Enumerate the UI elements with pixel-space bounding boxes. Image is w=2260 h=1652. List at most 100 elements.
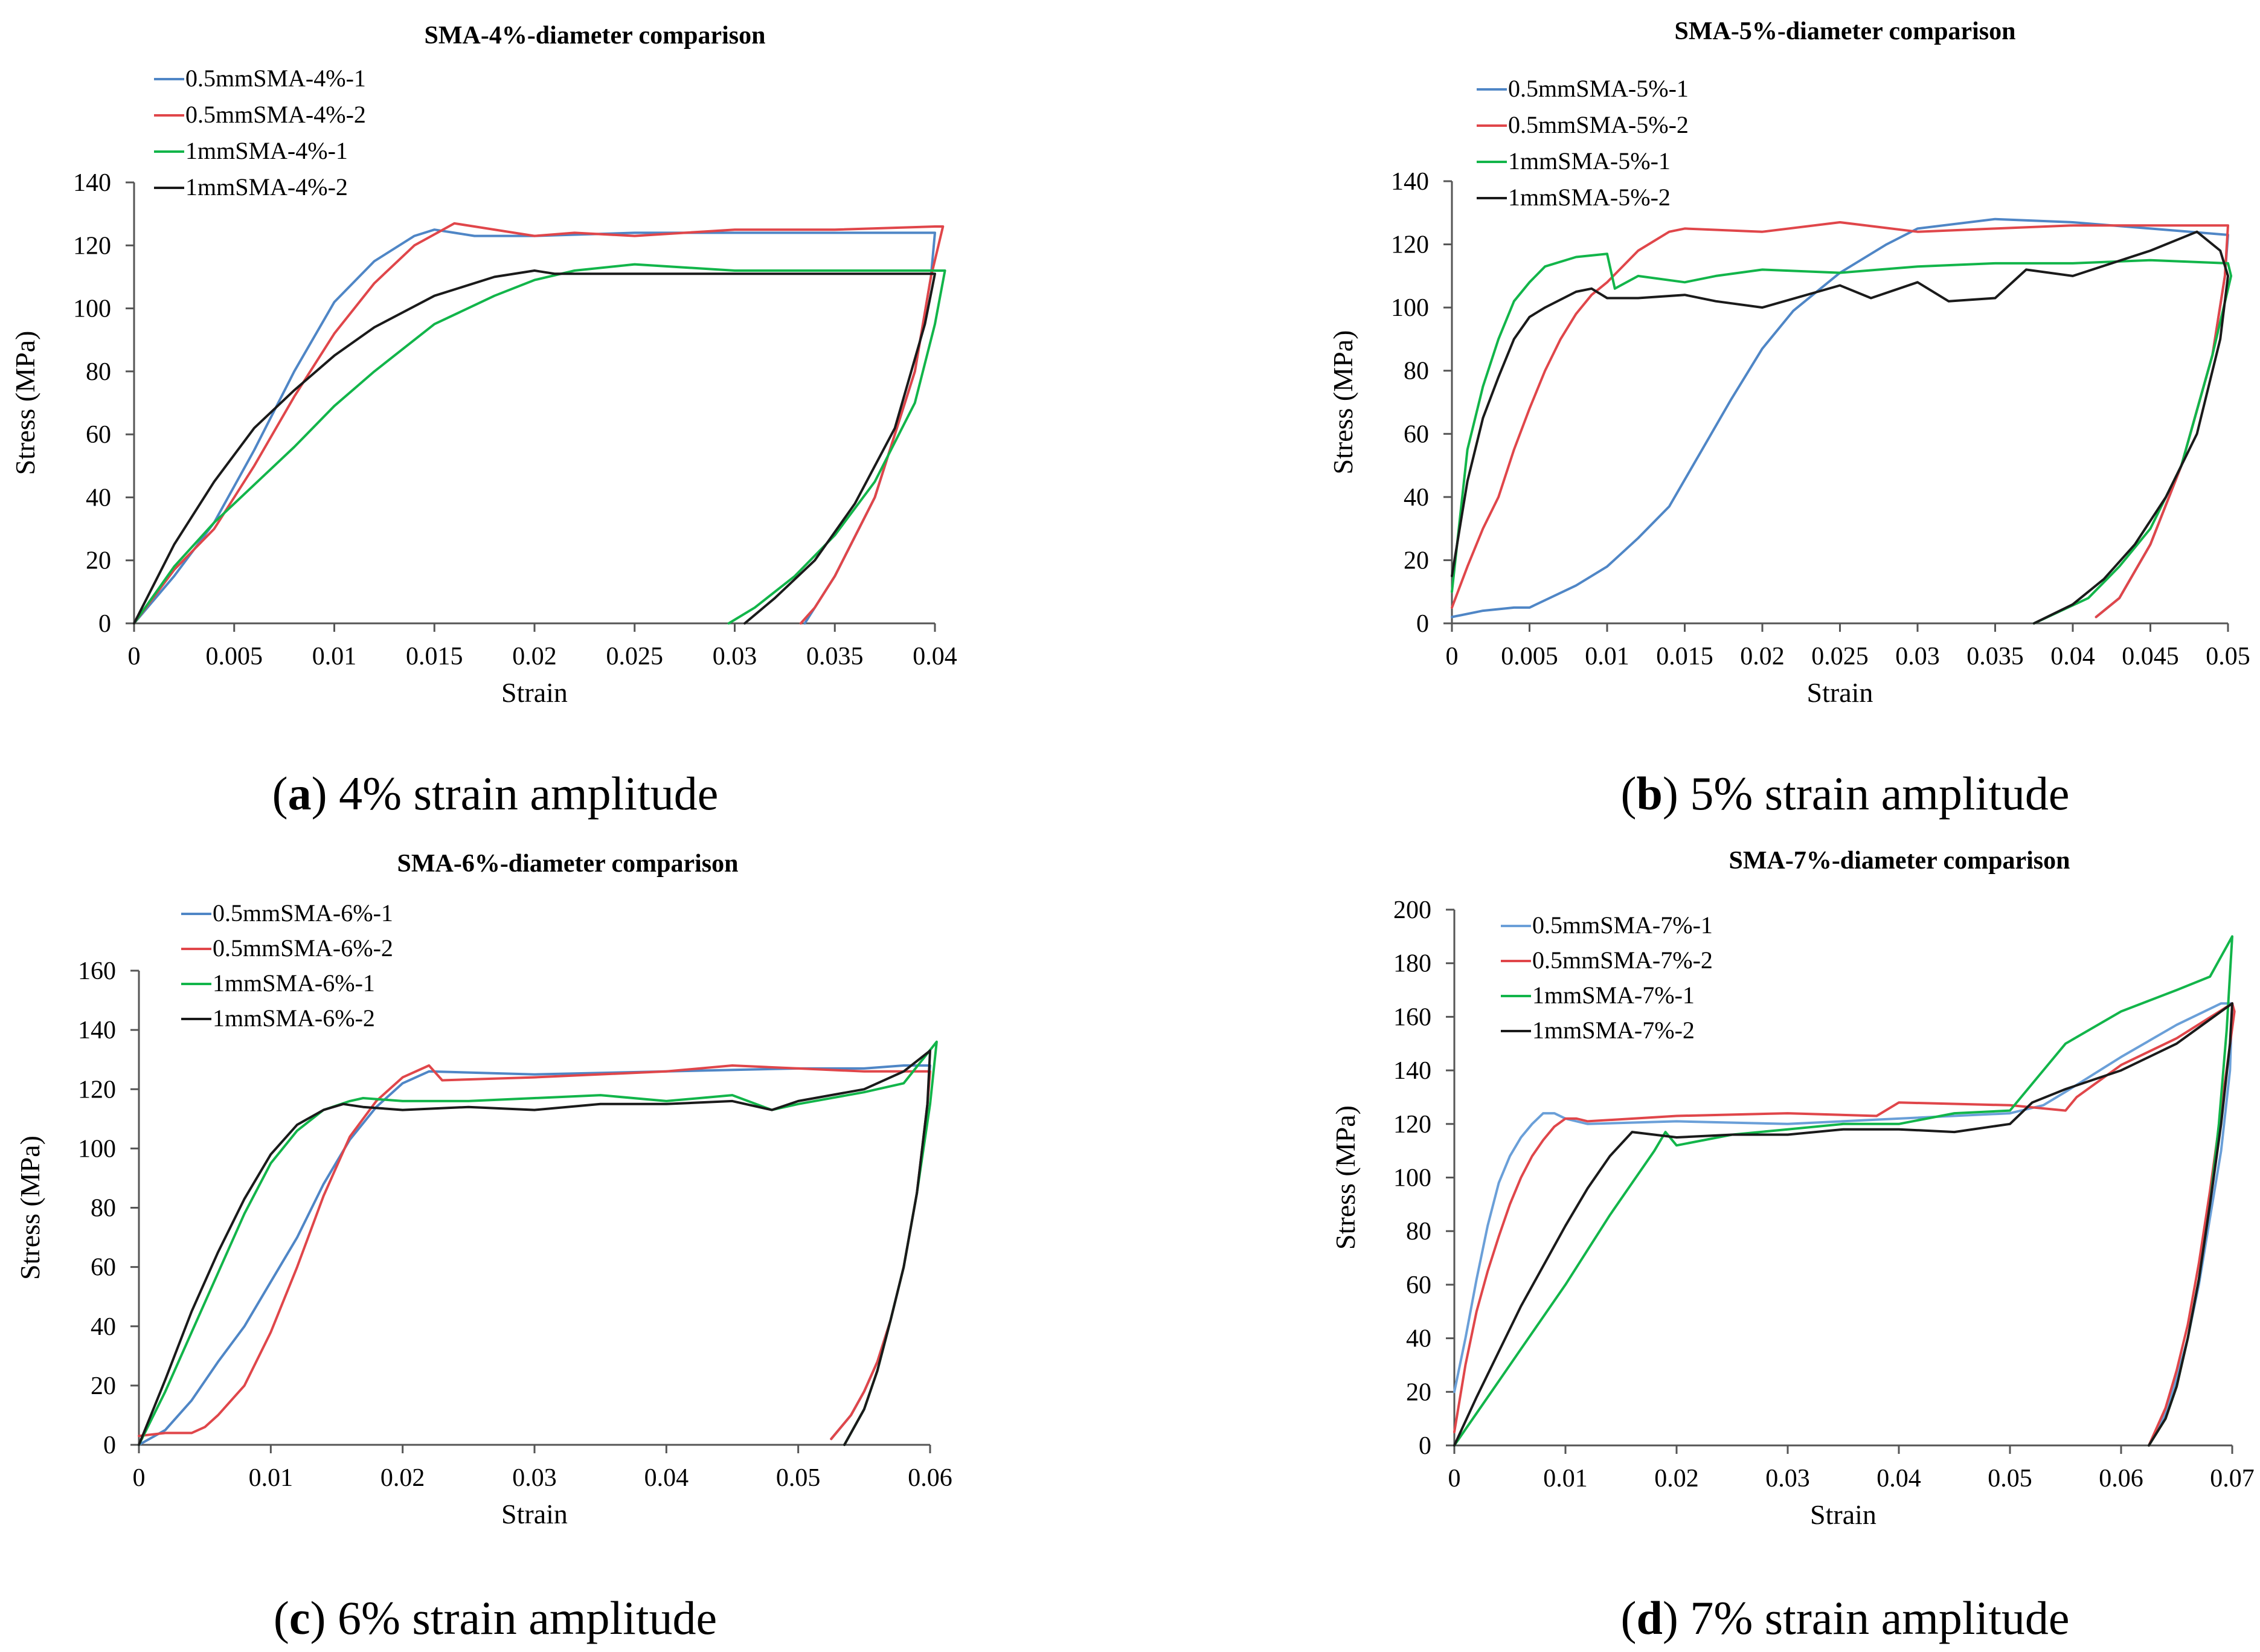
caption-open-paren: ( (1620, 1592, 1636, 1644)
x-tick-label: 0 (1448, 1465, 1461, 1493)
series-line-4 (1453, 1002, 2233, 1447)
x-axis-label: Strain (1810, 1499, 1876, 1530)
y-tick-label: 60 (86, 421, 111, 449)
x-tick-label: 0.005 (1501, 643, 1558, 670)
x-tick-label: 0.06 (2099, 1465, 2143, 1493)
x-tick-label: 0.03 (512, 1464, 557, 1492)
x-tick-label: 0.045 (2122, 643, 2179, 670)
legend-label: 1mmSMA-6%-1 (213, 969, 375, 997)
chart-panel-c: SMA-6%-diameter comparison 0 20 40 60 80 100 12… (14, 850, 952, 1644)
series-line-1 (1451, 217, 2229, 619)
legend-label: 1mmSMA-6%-2 (213, 1004, 375, 1032)
y-tick-label: 120 (73, 232, 111, 260)
chart-panel-b: SMA-5%-diameter comparison 0 20 40 60 80 100 12… (1327, 18, 2250, 820)
caption-open-paren: ( (272, 767, 288, 820)
x-tick-label: 0 (1446, 643, 1459, 670)
series-line-2 (1451, 221, 2229, 619)
legend-label: 0.5mmSMA-7%-2 (1532, 947, 1713, 974)
legend-label: 0.5mmSMA-4%-2 (185, 101, 366, 128)
caption-text: 7% strain amplitude (1678, 1592, 2070, 1644)
x-tick-label: 0.05 (776, 1464, 821, 1492)
y-tick-label: 100 (78, 1135, 116, 1163)
x-tick-label: 0.025 (606, 643, 664, 670)
x-axis-label: Strain (1807, 677, 1873, 708)
series-line-4 (133, 269, 936, 625)
legend: 0.5mmSMA-5%-1 0.5mmSMA-5%-2 1mmSMA-5%-1 1mm… (1477, 75, 1689, 211)
x-tick-label: 0 (128, 643, 141, 670)
y-tick-label: 20 (1404, 547, 1429, 574)
y-tick-label: 0 (98, 610, 111, 638)
x-tick-label: 0.01 (1543, 1465, 1588, 1493)
y-axis-label: Stress (MPa) (14, 1136, 45, 1280)
y-tick-label: 140 (73, 169, 111, 197)
y-tick-label: 20 (91, 1372, 116, 1400)
x-tick-label: 0.01 (249, 1464, 294, 1492)
chart-title: SMA-6%-diameter comparison (397, 850, 739, 878)
caption-letter: c (289, 1592, 310, 1644)
caption-letter: a (288, 767, 312, 820)
y-tick-label: 80 (91, 1195, 116, 1223)
y-tick-label: 200 (1393, 896, 1431, 924)
x-axis-label: Strain (501, 1499, 568, 1529)
x-tick-label: 0.035 (806, 643, 864, 670)
y-tick-label: 140 (1393, 1057, 1431, 1085)
chart-panel-a: SMA-4%-diameter comparison 0 20 40 60 80 100 12… (10, 22, 957, 820)
panel-caption: (b) 5% strain amplitude (1620, 767, 2069, 820)
caption-letter: d (1636, 1592, 1662, 1644)
chart-title: SMA-4%-diameter comparison (425, 22, 766, 50)
caption-open-paren: ( (1620, 767, 1636, 820)
y-tick-label: 120 (78, 1076, 116, 1104)
y-tick-label: 40 (1404, 484, 1429, 512)
legend-label: 0.5mmSMA-7%-1 (1532, 911, 1713, 939)
panel-caption: (a) 4% strain amplitude (272, 767, 719, 820)
x-tick-label: 0.015 (406, 643, 463, 670)
series-line-2 (1453, 1002, 2236, 1447)
y-tick-label: 100 (1393, 1165, 1431, 1192)
chart-title: SMA-7%-diameter comparison (1729, 847, 2070, 875)
x-tick-label: 0.015 (1656, 643, 1713, 670)
y-axis-label: Stress (MPa) (1327, 330, 1358, 475)
series-line-2 (133, 222, 945, 625)
caption-close-paren: ) (312, 767, 327, 820)
x-tick-label: 0.025 (1811, 643, 1869, 670)
y-tick-label: 60 (1406, 1271, 1431, 1299)
x-tick-label: 0.04 (2050, 643, 2095, 670)
y-tick-label: 60 (1404, 420, 1429, 448)
x-tick-label: 0.02 (380, 1464, 425, 1492)
x-tick-label: 0.03 (1765, 1465, 1810, 1493)
legend-label: 1mmSMA-7%-1 (1532, 982, 1695, 1009)
y-tick-label: 160 (1393, 1003, 1431, 1031)
series-line-3 (1453, 935, 2233, 1447)
legend-label: 1mmSMA-5%-1 (1508, 147, 1671, 175)
x-tick-label: 0.04 (913, 643, 957, 670)
y-tick-label: 60 (91, 1254, 116, 1282)
series-line-3 (138, 1040, 938, 1446)
x-tick-label: 0.04 (644, 1464, 689, 1492)
legend: 0.5mmSMA-7%-1 0.5mmSMA-7%-2 1mmSMA-7%-1 1mm… (1501, 911, 1713, 1044)
series-line-2 (138, 1064, 931, 1441)
series-line-3 (1451, 252, 2233, 625)
legend-label: 0.5mmSMA-4%-1 (185, 65, 366, 92)
y-tick-label: 0 (1416, 610, 1429, 638)
y-tick-label: 100 (1391, 294, 1429, 322)
y-tick-label: 140 (78, 1017, 116, 1044)
caption-close-paren: ) (1663, 1592, 1678, 1644)
x-tick-label: 0.005 (206, 643, 263, 670)
y-tick-label: 20 (86, 547, 111, 575)
x-tick-label: 0.05 (2206, 643, 2250, 670)
y-tick-label: 20 (1406, 1378, 1431, 1406)
legend-label: 0.5mmSMA-6%-1 (213, 899, 393, 927)
y-tick-label: 120 (1393, 1111, 1431, 1139)
y-tick-label: 0 (1419, 1432, 1431, 1460)
x-tick-label: 0.035 (1966, 643, 2024, 670)
y-tick-label: 80 (1406, 1218, 1431, 1245)
x-tick-label: 0.05 (1988, 1465, 2032, 1493)
caption-open-paren: ( (274, 1592, 289, 1644)
caption-close-paren: ) (310, 1592, 326, 1644)
series-line-1 (138, 1064, 931, 1446)
x-tick-label: 0.01 (312, 643, 357, 670)
series-line-1 (1453, 1002, 2233, 1447)
y-tick-label: 40 (86, 484, 111, 512)
y-tick-label: 120 (1391, 231, 1429, 259)
